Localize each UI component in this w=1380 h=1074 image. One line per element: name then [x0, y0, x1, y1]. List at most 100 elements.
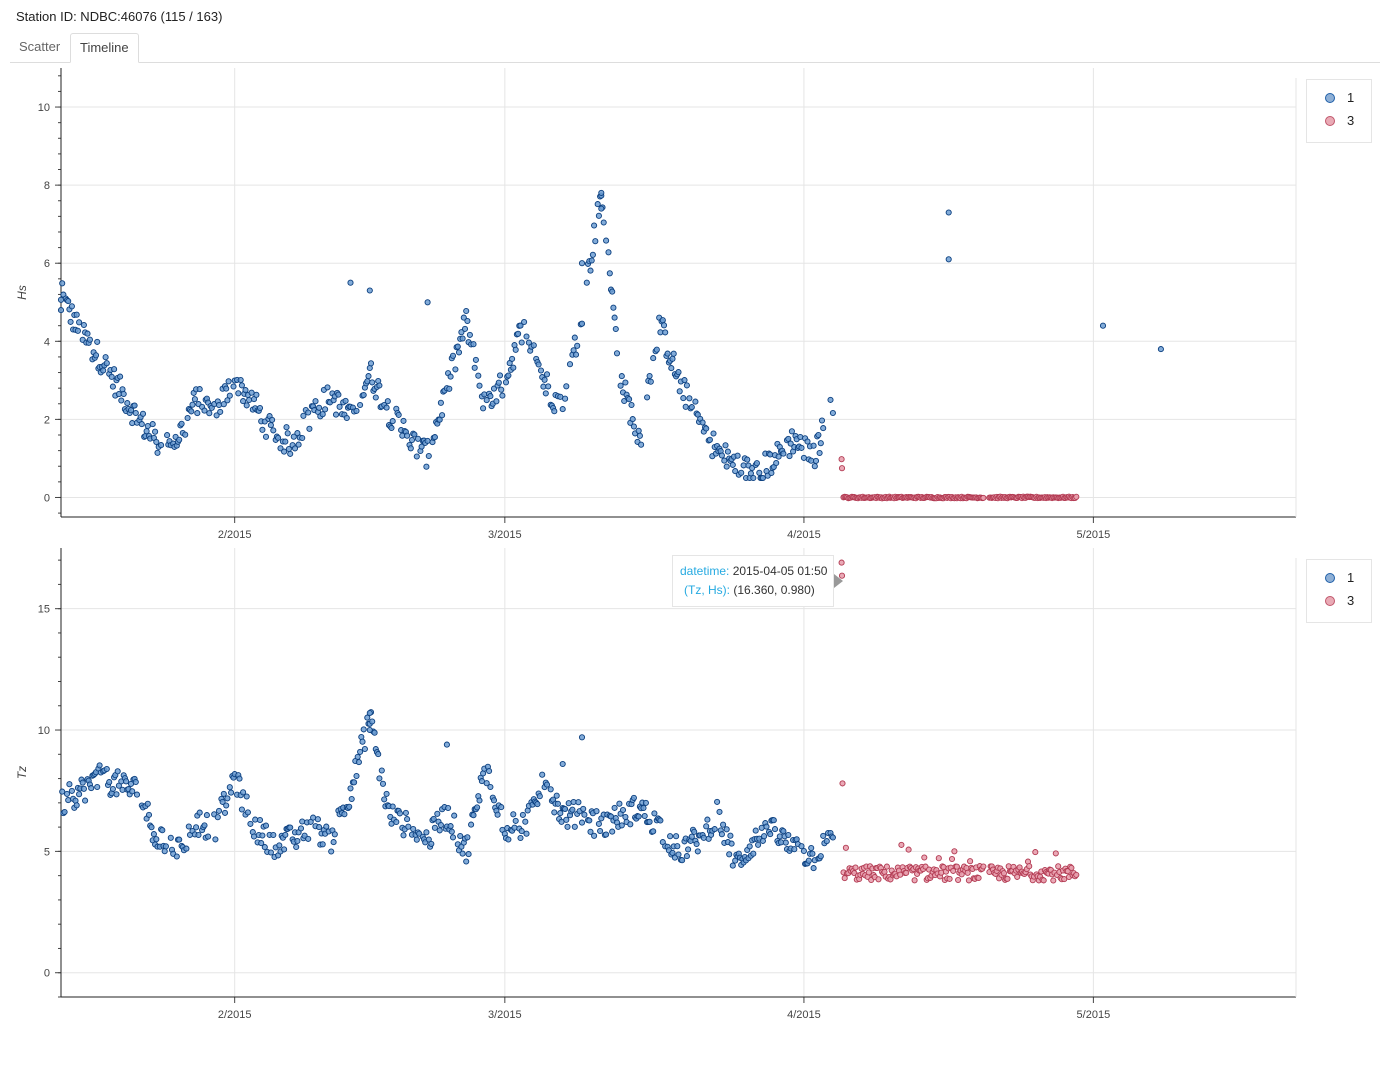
y-tick-label: 0	[44, 968, 50, 980]
series-3-point	[946, 875, 953, 882]
series-1-point	[201, 407, 208, 414]
series-1-point	[770, 817, 777, 824]
series-1-point	[523, 333, 530, 340]
series-1-point	[314, 816, 321, 823]
series-1-point	[681, 377, 688, 384]
series-1-point	[699, 419, 706, 426]
series-1-point	[470, 812, 477, 819]
series-1-point	[780, 828, 787, 835]
series-1-point	[563, 383, 570, 390]
series-3-point	[1032, 849, 1039, 856]
series-1-point	[236, 775, 243, 782]
series-1-point	[267, 422, 274, 429]
series-1-point	[294, 837, 301, 845]
series-1-point	[117, 373, 124, 380]
series-3-point	[1004, 875, 1011, 882]
series-3-point	[838, 465, 846, 472]
series-1-point	[729, 461, 736, 468]
series-3-point	[875, 876, 882, 883]
series-1-point	[284, 430, 291, 437]
series-1-point	[575, 799, 582, 806]
series-1-point	[413, 453, 420, 460]
series-1-point	[68, 787, 75, 794]
series-1-point	[564, 823, 571, 830]
series-1-point	[541, 376, 548, 383]
series-1-point	[809, 850, 816, 857]
series-1-point	[723, 463, 730, 470]
series-1-point	[73, 311, 80, 318]
series-1-point	[405, 823, 412, 830]
series-1-point	[259, 832, 266, 839]
series-1-point	[670, 350, 677, 357]
series-1-point	[230, 383, 237, 390]
series-1-point	[487, 393, 494, 400]
series-1-point	[578, 734, 586, 741]
series-1-point	[798, 843, 805, 850]
series-1-point	[73, 802, 80, 809]
series-1-point	[785, 831, 792, 839]
series-1-point	[459, 335, 466, 342]
series-1-point	[692, 398, 699, 405]
series-1-point	[703, 823, 710, 830]
series-1-point	[408, 436, 416, 444]
series-1-point	[685, 846, 692, 853]
series-1-point	[220, 790, 227, 797]
series-1-point	[464, 317, 471, 325]
series-1-point	[610, 304, 617, 311]
series-1-point	[569, 806, 576, 813]
series-1-point	[490, 797, 498, 804]
series-1-point	[189, 401, 196, 408]
series-1-point	[92, 352, 100, 359]
series-1-point	[434, 810, 441, 817]
series-1-point	[176, 436, 183, 443]
series-1-point	[595, 820, 602, 827]
series-1-point	[659, 317, 666, 324]
series-1-point	[618, 822, 625, 829]
series-1-point	[413, 836, 420, 843]
series-1-point	[195, 831, 202, 839]
series-1-point	[393, 818, 400, 826]
series-3-point	[911, 877, 918, 884]
tab-timeline[interactable]: Timeline	[70, 33, 139, 63]
series-1-point	[108, 373, 115, 380]
series-1-point	[88, 785, 95, 792]
series-1-point	[571, 334, 578, 341]
series-1-point	[305, 409, 312, 416]
series-1-point	[275, 434, 282, 441]
series-1-point	[688, 404, 695, 411]
series-1-point	[388, 424, 395, 432]
series-1-point	[574, 342, 581, 349]
series-1-point	[644, 394, 651, 401]
legend-marker-1	[1325, 93, 1335, 103]
series-1-point	[542, 390, 549, 397]
series-1-point	[563, 816, 570, 823]
series-1-point	[744, 456, 751, 463]
series-3-point	[921, 854, 928, 861]
series-1-point	[820, 832, 827, 839]
series-1-point	[253, 391, 260, 398]
series-1-point	[583, 279, 590, 286]
series-1-point	[364, 714, 371, 721]
series-1-point	[158, 442, 165, 449]
series-1-point	[437, 399, 444, 406]
series-1-point	[366, 709, 373, 717]
series-1-point	[740, 462, 747, 469]
series-1-point	[543, 781, 551, 788]
series-1-point	[246, 396, 253, 404]
series-1-point	[651, 810, 658, 817]
series-1-point	[201, 822, 208, 829]
series-1-point	[82, 797, 89, 804]
series-1-point	[262, 822, 270, 829]
series-1-point	[551, 809, 558, 816]
series-1-point	[138, 421, 145, 428]
legend-marker-3	[1325, 596, 1335, 606]
series-1-point	[815, 431, 822, 439]
series-1-point	[483, 397, 490, 404]
series-1-point	[384, 398, 391, 405]
series-1-point	[80, 785, 87, 792]
series-1-point	[443, 741, 450, 748]
tab-scatter[interactable]: Scatter	[19, 39, 61, 54]
y-axis-label: Tz	[15, 766, 29, 779]
series-1-point	[476, 382, 483, 389]
